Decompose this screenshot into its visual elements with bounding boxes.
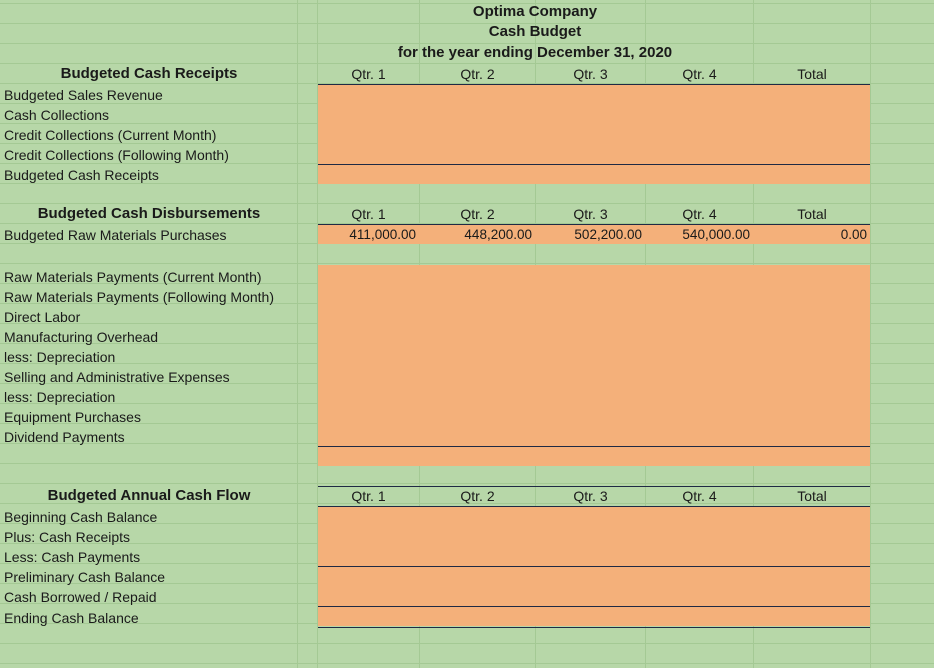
column-header-total: Total (797, 488, 827, 504)
row-label: Equipment Purchases (4, 409, 141, 425)
column-header-q2: Qtr. 2 (460, 488, 495, 504)
disbursements-heading: Budgeted Cash Disbursements (37, 205, 261, 222)
grid-row-line (0, 3, 934, 4)
grid-row-line (0, 23, 934, 24)
row-label: Less: Cash Payments (4, 549, 141, 565)
row-label: Plus: Cash Receipts (4, 529, 131, 545)
total-rule (318, 446, 870, 447)
column-header-q2: Qtr. 2 (460, 66, 495, 82)
row-label: Credit Collections (Following Month) (4, 147, 229, 163)
row-label: Preliminary Cash Balance (4, 569, 166, 585)
column-header-total: Total (797, 66, 827, 82)
grid-row-line (0, 503, 934, 504)
period-title: for the year ending December 31, 2020 (397, 44, 673, 61)
total-rule (318, 627, 870, 628)
row-label: Selling and Administrative Expenses (4, 369, 230, 385)
disbursements-input-area[interactable] (318, 265, 870, 466)
company-name: Optima Company (472, 3, 598, 20)
column-header-q3: Qtr. 3 (573, 206, 608, 222)
grid-column-line (297, 0, 298, 668)
column-header-q4: Qtr. 4 (682, 488, 717, 504)
row-label: Budgeted Raw Materials Purchases (4, 227, 227, 243)
purchases-q4-cell[interactable]: 540,000.00 (682, 227, 750, 242)
grid-row-line (0, 83, 934, 84)
row-label: Budgeted Cash Receipts (4, 167, 159, 183)
purchases-input-area[interactable] (318, 224, 870, 244)
grid-row-line (0, 643, 934, 644)
row-label: Ending Cash Balance (4, 610, 139, 626)
header-underline (318, 506, 870, 507)
row-label: Budgeted Sales Revenue (4, 87, 163, 103)
grid-row-line (0, 663, 934, 664)
grid-row-line (0, 63, 934, 64)
row-label: Cash Collections (4, 107, 110, 123)
column-header-q4: Qtr. 4 (682, 206, 717, 222)
grid-column-line (317, 0, 318, 668)
column-header-q3: Qtr. 3 (573, 488, 608, 504)
total-rule (318, 164, 870, 165)
column-header-q1: Qtr. 1 (351, 206, 386, 222)
row-label: Cash Borrowed / Repaid (4, 589, 157, 605)
column-header-q1: Qtr. 1 (351, 488, 386, 504)
purchases-q1-cell[interactable]: 411,000.00 (349, 227, 416, 242)
row-label: Direct Labor (4, 309, 81, 325)
column-header-q1: Qtr. 1 (351, 66, 386, 82)
header-underline (318, 84, 870, 85)
receipts-heading: Budgeted Cash Receipts (60, 65, 238, 82)
row-label: less: Depreciation (4, 389, 116, 405)
column-header-q3: Qtr. 3 (573, 66, 608, 82)
column-header-q2: Qtr. 2 (460, 206, 495, 222)
row-label: Beginning Cash Balance (4, 509, 158, 525)
grid-row-line (0, 263, 934, 264)
header-overline (318, 486, 870, 487)
grid-row-line (0, 43, 934, 44)
total-rule (318, 566, 870, 567)
row-label: Raw Materials Payments (Following Month) (4, 289, 274, 305)
row-label: Dividend Payments (4, 429, 125, 445)
statement-title: Cash Budget (488, 23, 582, 40)
grid-row-line (0, 223, 934, 224)
row-label: Manufacturing Overhead (4, 329, 159, 345)
grid-column-line (870, 0, 871, 668)
row-label: less: Depreciation (4, 349, 116, 365)
cashflow-heading: Budgeted Annual Cash Flow (47, 487, 251, 504)
purchases-q2-cell[interactable]: 448,200.00 (464, 227, 532, 242)
receipts-input-area[interactable] (318, 84, 870, 184)
column-header-total: Total (797, 206, 827, 222)
row-label: Credit Collections (Current Month) (4, 127, 217, 143)
column-header-q4: Qtr. 4 (682, 66, 717, 82)
grid-row-line (0, 483, 934, 484)
row-label: Raw Materials Payments (Current Month) (4, 269, 262, 285)
purchases-q3-cell[interactable]: 502,200.00 (574, 227, 642, 242)
header-underline (318, 224, 870, 225)
purchases-total-cell[interactable]: 0.00 (840, 227, 867, 242)
grid-row-line (0, 203, 934, 204)
total-rule (318, 606, 870, 607)
